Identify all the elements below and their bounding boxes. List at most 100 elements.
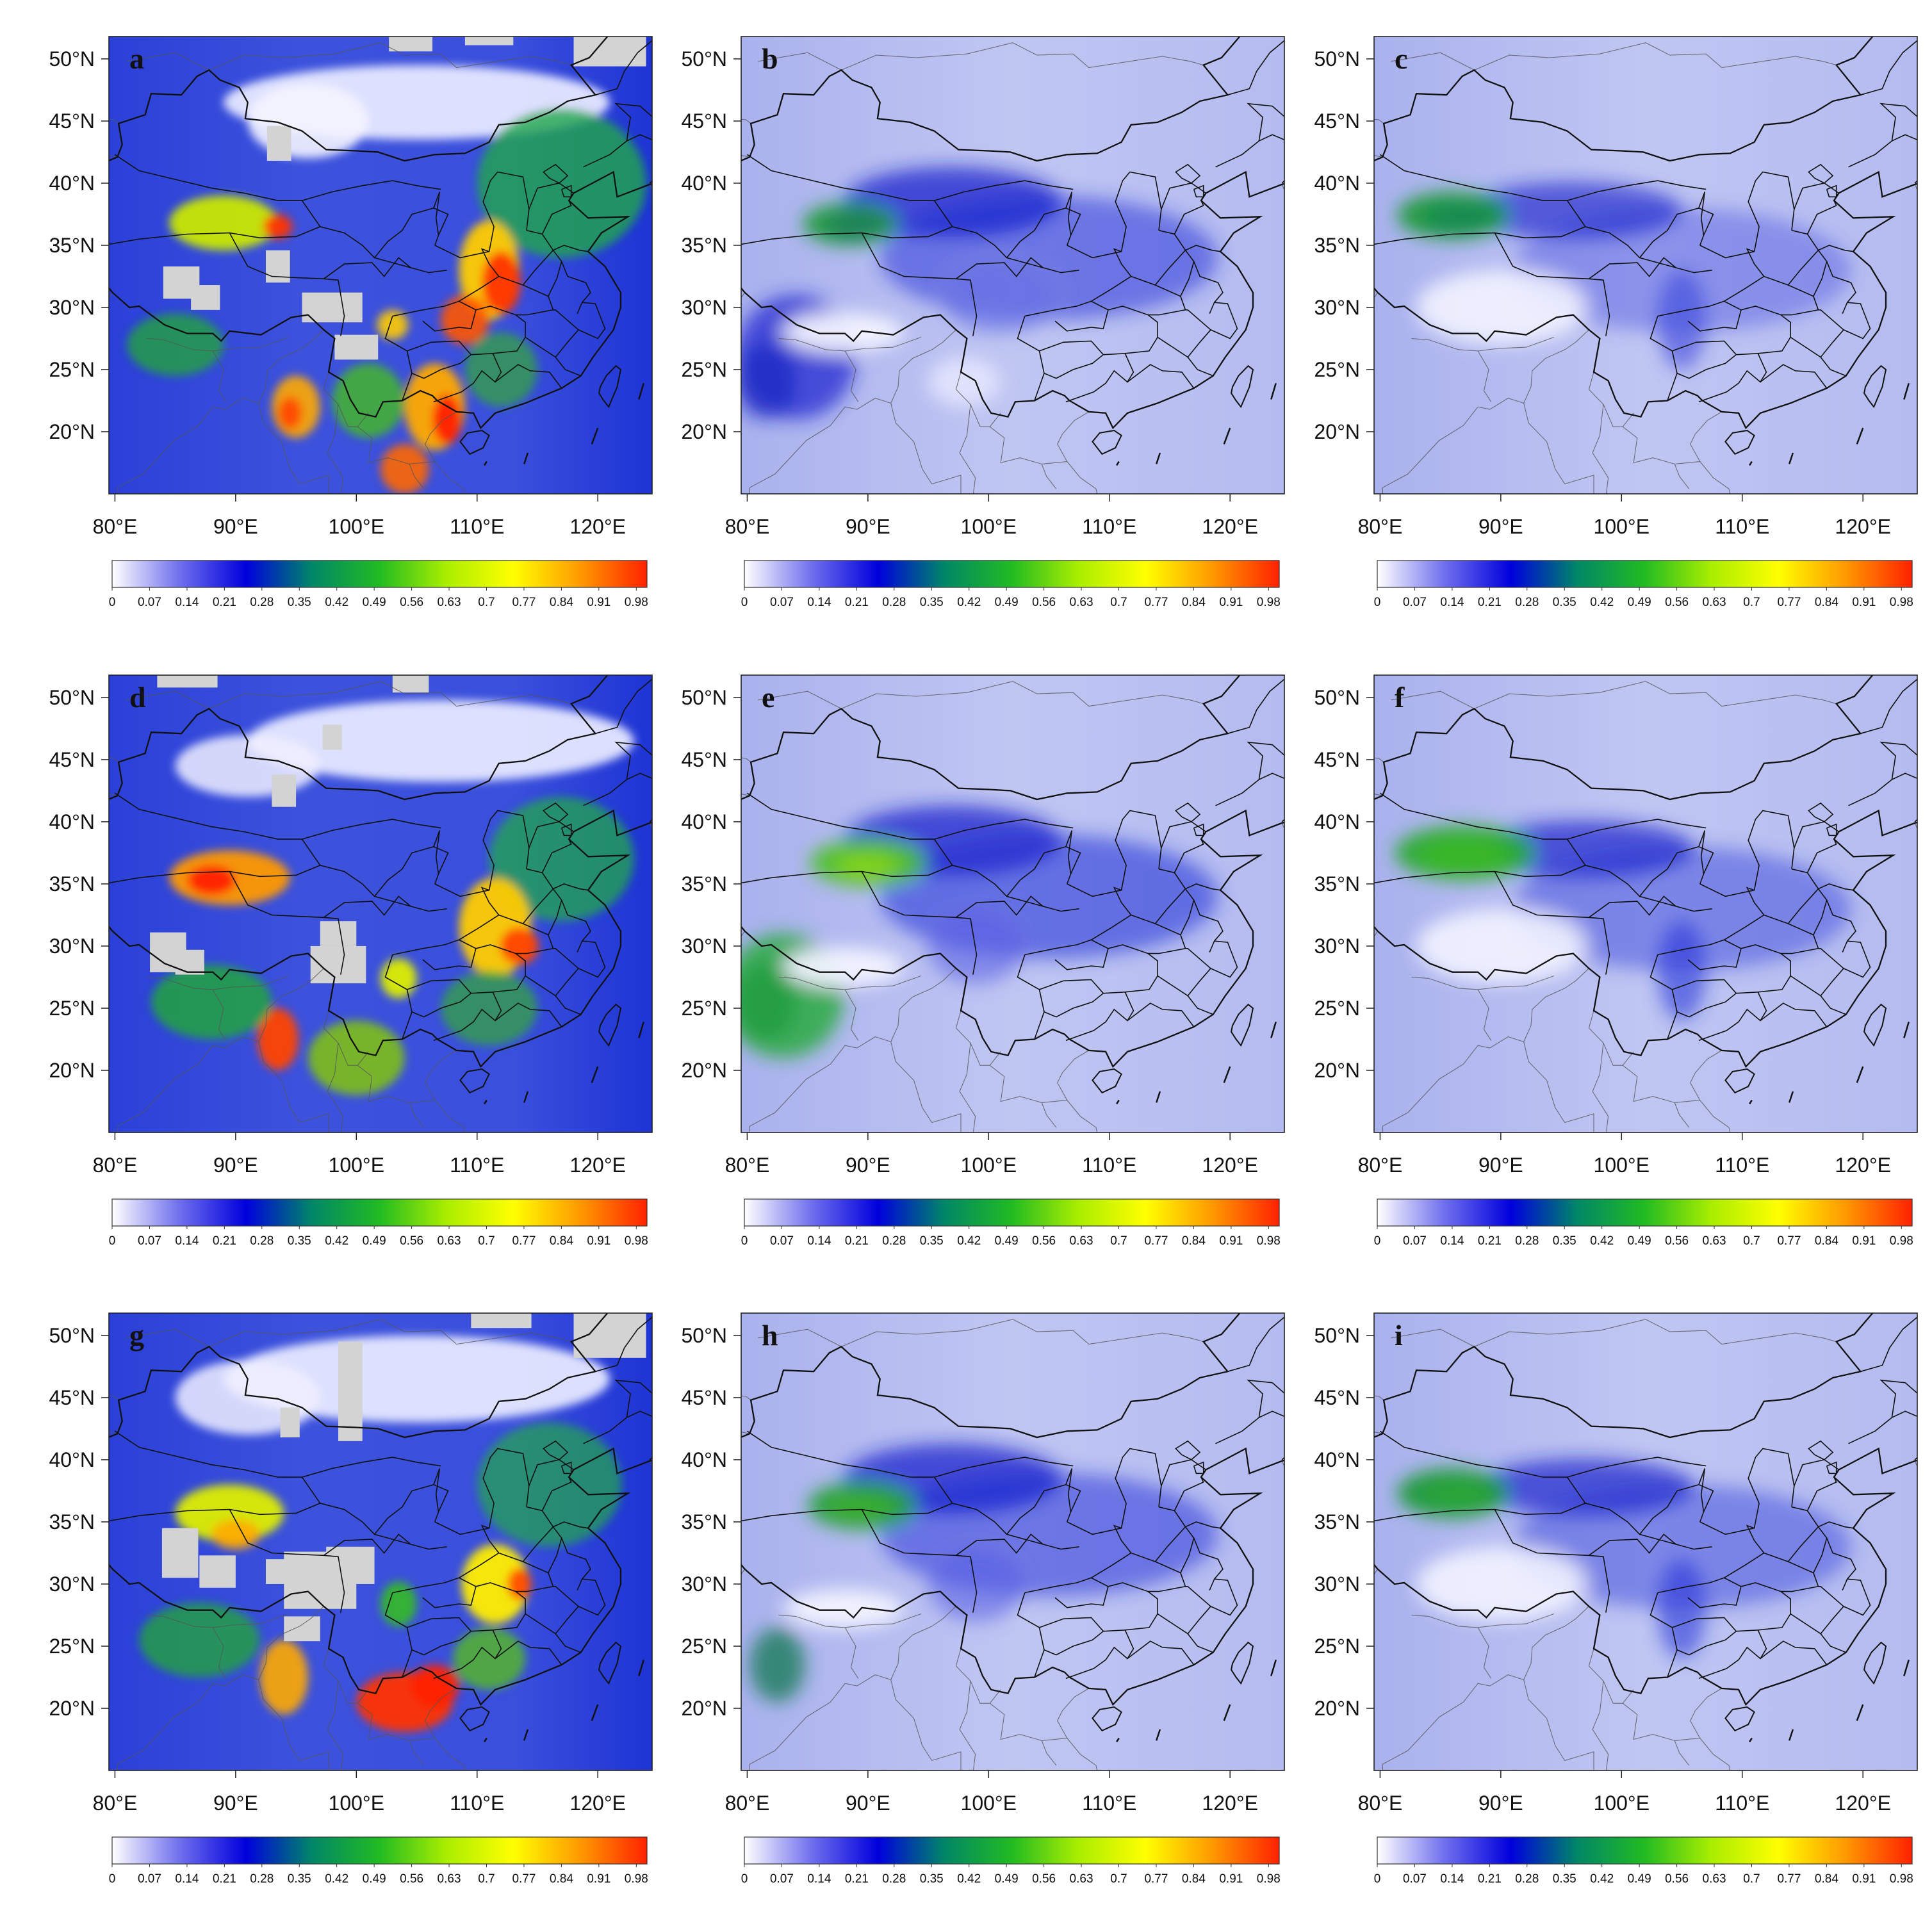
panel-label: f xyxy=(1395,681,1405,714)
boundary-dash xyxy=(1223,1704,1231,1721)
colorbar-tick-label: 0.84 xyxy=(1815,1234,1838,1248)
colorbar-tick-label: 0.56 xyxy=(400,1234,423,1248)
china-outline xyxy=(741,675,1284,1068)
lon-tick-label: 120°E xyxy=(1835,1154,1891,1177)
country-border xyxy=(1057,411,1089,462)
province-border xyxy=(1161,821,1206,848)
lat-tick-label: 35°N xyxy=(1314,234,1361,257)
lat-tick-label: 30°N xyxy=(682,296,728,319)
province-border xyxy=(323,895,411,918)
lat-tick-label: 25°N xyxy=(49,358,95,381)
boundary-dash xyxy=(1270,1659,1277,1676)
colorbar-tick-label: 0.7 xyxy=(1743,596,1760,609)
colorbar-tick-label: 0.35 xyxy=(1553,1872,1576,1886)
province-border xyxy=(1724,275,1819,316)
colorbar-tick-label: 0.7 xyxy=(1110,1872,1127,1886)
boundary-dash xyxy=(1223,1066,1231,1083)
colorbar-tick-label: 0.91 xyxy=(1219,1234,1243,1248)
field-anomaly xyxy=(259,1640,308,1715)
colorbar-tick-label: 0.91 xyxy=(1852,596,1876,609)
country-border xyxy=(1324,348,1329,355)
province-border xyxy=(114,154,441,201)
province-border xyxy=(1065,192,1073,236)
province-border xyxy=(323,1533,411,1556)
province-border xyxy=(541,200,572,234)
boundary-dash xyxy=(484,1737,487,1743)
island-outline xyxy=(1231,1641,1254,1685)
lat-tick-label: 35°N xyxy=(682,872,728,895)
colorbar-tick-label: 0.21 xyxy=(1478,596,1502,609)
colorbar-tick-label: 0.7 xyxy=(478,1872,495,1886)
lat-tick-label: 50°N xyxy=(1314,1324,1361,1347)
lat-tick-label: 45°N xyxy=(1314,110,1361,133)
province-border xyxy=(1494,871,1610,975)
province-border xyxy=(1672,340,1737,379)
country-border xyxy=(126,52,209,70)
province-border xyxy=(114,792,441,840)
boundary-dash xyxy=(1749,1737,1753,1743)
colorbar-tick-label: 0.7 xyxy=(478,1234,495,1248)
lat-tick-label: 25°N xyxy=(1314,997,1361,1020)
field-anomaly xyxy=(1512,846,1851,971)
lon-tick-label: 110°E xyxy=(450,1792,504,1815)
province-border xyxy=(109,865,321,884)
province-border xyxy=(1860,1316,1917,1372)
province-border xyxy=(1698,192,1706,236)
lat-tick-label: 40°N xyxy=(682,1448,728,1471)
colorbar xyxy=(744,1198,1280,1227)
colorbar-tick-label: 0 xyxy=(741,1234,748,1248)
lon-tick-label: 120°E xyxy=(1835,515,1891,538)
province-border xyxy=(528,183,574,209)
province-border xyxy=(459,914,554,954)
map-panel-e: 50°N 45°N 40°N 35°N 30°N 25°N 20°N 80°E 90°E 100°… xyxy=(682,674,1285,1248)
lat-tick-label: 45°N xyxy=(682,1386,728,1409)
boundary-dash xyxy=(1856,1066,1864,1083)
country-border xyxy=(989,1065,1057,1128)
colorbar-tick-label: 0.28 xyxy=(1515,1872,1539,1886)
province-border xyxy=(1588,1533,1676,1556)
country-border xyxy=(844,989,859,1041)
colorbar xyxy=(1377,1836,1913,1865)
country-border xyxy=(1477,1627,1492,1679)
province-border xyxy=(434,810,530,897)
country-border xyxy=(1042,1738,1098,1770)
province-border xyxy=(528,821,574,848)
missing-data-cell xyxy=(266,126,291,161)
province-border xyxy=(1091,1552,1186,1592)
country-border xyxy=(989,1703,1057,1766)
lon-tick-label: 90°E xyxy=(846,1792,890,1815)
field-anomaly xyxy=(453,1627,526,1690)
lon-tick-label: 80°E xyxy=(1358,1792,1403,1815)
colorbar-tick-label: 0.07 xyxy=(138,1872,161,1886)
country-border xyxy=(1477,989,1492,1041)
lon-tick-label: 90°E xyxy=(1478,1154,1523,1177)
island-outline xyxy=(1724,429,1755,455)
province-border xyxy=(1657,939,1742,970)
country-border xyxy=(109,1395,119,1401)
lon-tick-label: 120°E xyxy=(1202,1154,1258,1177)
colorbar-tick-label: 0.49 xyxy=(1628,1234,1651,1248)
field-anomaly xyxy=(381,444,429,494)
country-border xyxy=(1592,1043,1609,1132)
country-border xyxy=(425,411,457,462)
colorbar-tick-label: 0.28 xyxy=(882,596,906,609)
country-border xyxy=(1523,329,1589,404)
lon-tick-label: 110°E xyxy=(450,1154,504,1177)
lat-tick-label: 20°N xyxy=(1314,1059,1361,1082)
boundary-dash xyxy=(484,1099,487,1105)
province-border xyxy=(614,102,652,142)
province-border xyxy=(373,207,449,258)
province-border xyxy=(1161,183,1206,209)
country-border xyxy=(323,372,369,427)
province-border xyxy=(1006,1483,1081,1535)
province-border xyxy=(480,1524,500,1553)
field-anomaly xyxy=(749,1627,805,1703)
lat-tick-label: 35°N xyxy=(1314,1510,1361,1533)
map-outlines xyxy=(109,37,652,494)
province-border xyxy=(1724,1552,1819,1592)
field-i xyxy=(1374,1313,1917,1770)
province-border xyxy=(1494,1509,1610,1613)
country-border xyxy=(959,1043,976,1132)
field-anomaly xyxy=(1657,921,1707,1021)
field-anomaly xyxy=(127,313,224,376)
